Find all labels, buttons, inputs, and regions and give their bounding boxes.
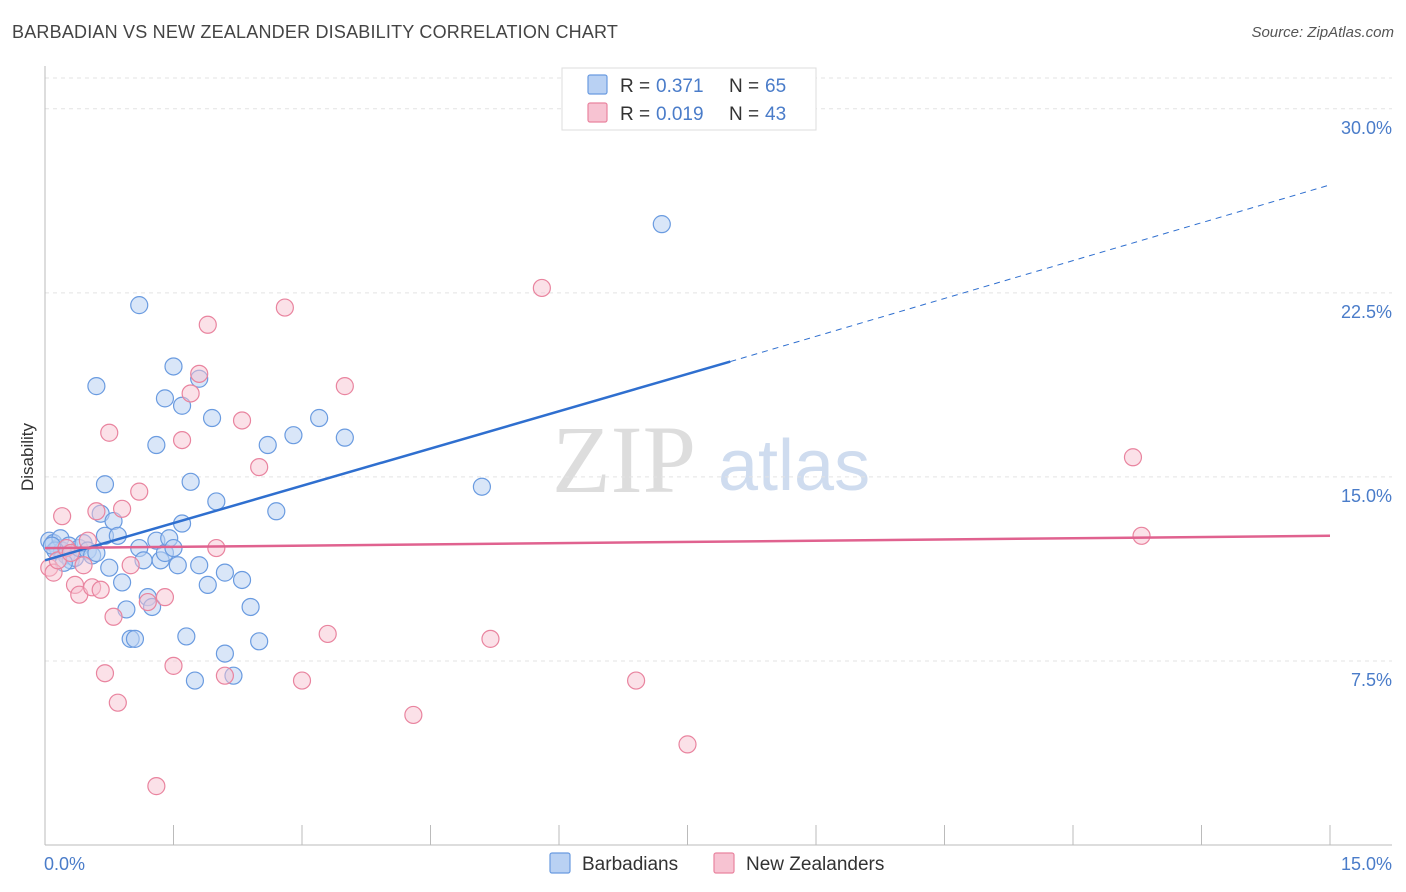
legend-label-barbadians: Barbadians xyxy=(582,854,678,875)
barbadian-point-49 xyxy=(95,475,115,494)
legend-swatch-blue xyxy=(587,74,608,95)
barbadian-point-53 xyxy=(164,357,183,376)
new-zealander-point-15 xyxy=(104,607,123,626)
legend-r-label-2: R = xyxy=(620,104,650,125)
barbadian-point-22 xyxy=(112,573,132,592)
legend-n-label-2: N = xyxy=(729,104,759,125)
new-zealander-point-30 xyxy=(232,411,252,430)
series-legend: Barbadians New Zealanders xyxy=(549,852,884,875)
barbadian-point-47 xyxy=(250,632,269,651)
new-zealander-point-36 xyxy=(404,705,423,725)
barbadian-point-56 xyxy=(202,408,222,428)
barbadian-point-37 xyxy=(177,627,196,646)
x-tick-label-min: 0.0% xyxy=(44,854,85,874)
source-label: Source: ZipAtlas.com xyxy=(1251,24,1394,41)
legend-swatch-barbadians xyxy=(549,852,571,874)
axes xyxy=(44,66,1392,846)
legend-n-label-1: N = xyxy=(729,76,759,97)
new-zealander-point-37 xyxy=(481,629,500,648)
new-zealander-point-14 xyxy=(100,423,119,442)
new-zealander-point-11 xyxy=(87,502,106,521)
tick-labels: 7.5% 15.0% 22.5% 30.0% 0.0% 15.0% xyxy=(44,118,1392,874)
new-zealander-point-16 xyxy=(108,693,127,712)
new-zealander-point-31 xyxy=(250,457,269,477)
new-zealander-point-19 xyxy=(130,482,149,501)
new-zealander-point-26 xyxy=(190,364,209,383)
new-zealander-point-3 xyxy=(53,507,72,526)
new-zealander-point-35 xyxy=(335,377,354,396)
new-zealander-point-8 xyxy=(74,556,93,575)
new-zealander-point-12 xyxy=(91,580,110,599)
legend-label-new-zealanders: New Zealanders xyxy=(746,854,884,875)
correlation-legend: R = 0.371 N = 65 R = 0.019 N = 43 xyxy=(561,67,817,131)
new-zealander-point-25 xyxy=(181,384,200,403)
legend-r-value-1: 0.371 xyxy=(656,76,704,97)
y-tick-label-3: 30.0% xyxy=(1341,118,1392,138)
new-zealander-point-28 xyxy=(207,538,226,558)
barbadian-point-58 xyxy=(258,435,277,455)
y-tick-label-1: 15.0% xyxy=(1341,486,1392,506)
y-axis-label: Disability xyxy=(18,422,37,491)
legend-swatch-pink xyxy=(587,102,608,123)
barbadian-point-64 xyxy=(652,215,671,234)
barbadian-point-35 xyxy=(168,556,187,575)
new-zealander-point-17 xyxy=(112,499,132,518)
new-zealander-point-27 xyxy=(198,315,217,334)
y-tick-label-2: 22.5% xyxy=(1341,302,1392,322)
new-zealander-point-34 xyxy=(318,624,337,644)
barbadian-point-39 xyxy=(185,671,205,690)
legend-n-value-2: 43 xyxy=(765,104,786,125)
new-zealander-point-23 xyxy=(164,656,183,675)
barbadians-trend-line xyxy=(44,360,731,562)
barbadian-point-50 xyxy=(130,296,149,315)
new-zealanders-points xyxy=(40,278,1151,796)
new-zealander-point-41 xyxy=(1123,448,1143,467)
watermark-atlas: atlas xyxy=(718,426,870,506)
watermark-zip: ZIP xyxy=(552,406,696,513)
barbadian-point-45 xyxy=(232,570,252,590)
x-tick-label-max: 15.0% xyxy=(1341,854,1392,874)
new-zealander-point-18 xyxy=(121,556,140,575)
barbadian-point-61 xyxy=(310,408,329,428)
new-zealander-point-21 xyxy=(147,777,166,796)
legend-n-value-1: 65 xyxy=(765,76,786,97)
legend-r-label-1: R = xyxy=(620,76,650,97)
barbadian-point-40 xyxy=(190,556,209,575)
barbadian-point-52 xyxy=(155,389,175,408)
chart-title: BARBADIAN VS NEW ZEALANDER DISABILITY CO… xyxy=(12,22,619,42)
new-zealanders-trend-line xyxy=(44,534,1331,550)
barbadian-point-54 xyxy=(172,396,192,415)
legend-swatch-new-zealanders xyxy=(713,852,735,874)
new-zealander-point-29 xyxy=(215,666,234,685)
barbadian-point-59 xyxy=(267,502,286,521)
new-zealander-point-39 xyxy=(626,671,646,690)
new-zealander-point-42 xyxy=(1132,526,1151,545)
new-zealander-point-32 xyxy=(275,298,294,317)
barbadian-point-51 xyxy=(147,435,166,455)
barbadian-point-25 xyxy=(125,629,145,648)
barbadian-point-57 xyxy=(215,563,234,582)
legend-r-value-2: 0.019 xyxy=(656,104,704,125)
new-zealander-point-33 xyxy=(292,671,312,690)
barbadian-point-62 xyxy=(335,428,354,447)
new-zealander-point-24 xyxy=(172,430,192,450)
new-zealander-point-20 xyxy=(138,592,157,612)
barbadians-trend-extension xyxy=(730,184,1331,363)
barbadian-point-42 xyxy=(207,492,226,511)
barbadian-point-60 xyxy=(284,426,303,445)
new-zealander-point-13 xyxy=(95,664,115,683)
new-zealander-point-38 xyxy=(532,278,551,298)
barbadian-point-46 xyxy=(241,597,260,617)
barbadian-point-48 xyxy=(87,377,106,396)
barbadian-point-43 xyxy=(215,644,234,663)
new-zealander-point-40 xyxy=(678,735,697,754)
barbadian-point-19 xyxy=(100,558,119,577)
new-zealander-point-22 xyxy=(155,588,175,607)
barbadian-point-63 xyxy=(472,477,491,496)
barbadian-point-38 xyxy=(181,472,200,491)
barbadian-point-41 xyxy=(198,575,217,594)
trend-lines xyxy=(44,184,1331,562)
y-tick-label-0: 7.5% xyxy=(1351,670,1392,690)
